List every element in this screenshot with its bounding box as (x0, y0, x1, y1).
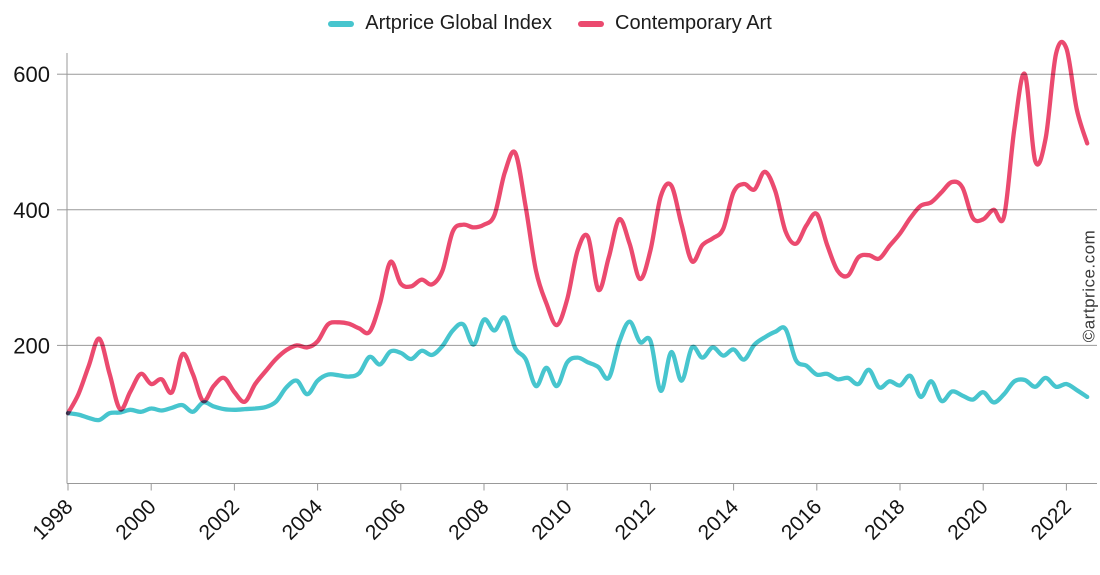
x-tick-label-2010: 2010 (527, 495, 576, 544)
watermark-credit: ©artprice.com (1079, 230, 1098, 343)
series-lines (65, 39, 1090, 423)
legend-item-artprice-global-index[interactable]: Artprice Global Index (328, 12, 552, 35)
series-line-contemporary-art[interactable] (65, 39, 1090, 416)
x-tick-label-2002: 2002 (195, 495, 244, 544)
legend-line-marker-pink (578, 20, 605, 27)
legend-line-marker-cyan (328, 20, 355, 27)
legend-label-artprice-global-index: Artprice Global Index (365, 12, 553, 34)
y-tick-label-600: 600 (13, 62, 50, 87)
x-tick-label-2020: 2020 (943, 495, 992, 544)
x-tick-label-2012: 2012 (611, 495, 660, 544)
legend-label-contemporary-art: Contemporary Art (615, 12, 772, 34)
x-tick-label-2000: 2000 (111, 495, 160, 544)
x-tick-label-2008: 2008 (444, 495, 493, 544)
x-tick-label-2018: 2018 (860, 495, 909, 544)
y-tick-label-200: 200 (13, 333, 50, 358)
legend-item-contemporary-art[interactable]: Contemporary Art (578, 12, 772, 35)
y-tick-label-400: 400 (13, 198, 50, 223)
gridlines (67, 73, 1097, 346)
x-tick-label-2014: 2014 (694, 495, 744, 545)
x-tick-label-2022: 2022 (1027, 495, 1076, 544)
legend: Artprice Global Index Contemporary Art (0, 12, 1100, 35)
series-line-artprice-global-index[interactable] (65, 315, 1090, 423)
x-tick-label-1998: 1998 (28, 495, 77, 544)
x-tick-label-2006: 2006 (361, 495, 410, 544)
axes (57, 53, 1097, 491)
x-tick-label-2016: 2016 (777, 495, 826, 544)
x-tick-label-2004: 2004 (278, 495, 328, 545)
